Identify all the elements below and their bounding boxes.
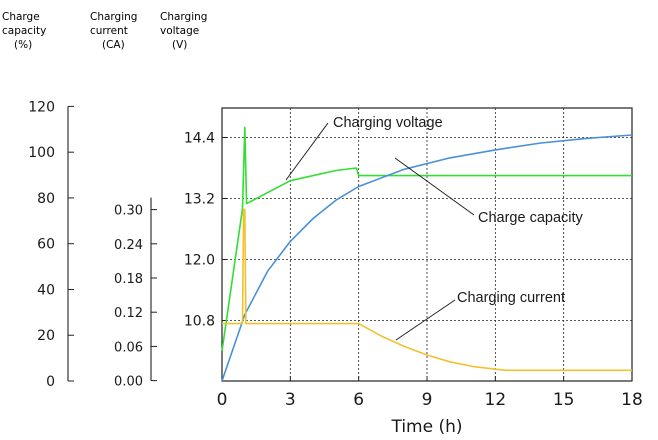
- time-tick-label: 15: [553, 390, 575, 410]
- current-tick-label: 0.06: [114, 340, 143, 355]
- charge-capacity-label: Charge capacity: [478, 210, 584, 226]
- time-tick-label: 12: [485, 390, 507, 410]
- capacity-tick-label: 120: [28, 99, 55, 115]
- voltage-header-line: (V): [172, 39, 187, 51]
- voltage-tick-label: 13.2: [184, 192, 215, 208]
- time-tick-label: 18: [621, 390, 643, 410]
- current-header-line: (CA): [102, 39, 125, 51]
- capacity-tick-label: 20: [37, 328, 55, 344]
- time-tick-label: 9: [422, 390, 433, 410]
- grid-lines: [222, 108, 632, 381]
- capacity-tick-label: 80: [37, 191, 55, 207]
- current-tick-label: 0.12: [114, 306, 143, 321]
- current-axis-header: Charging current (CA): [90, 11, 137, 51]
- capacity-tick-label: 100: [28, 145, 55, 161]
- voltage-axis-header: Charging voltage (V): [160, 11, 207, 51]
- voltage-tick-label: 12.0: [184, 253, 215, 269]
- charging-voltage-leader: [285, 122, 329, 181]
- capacity-header-line: capacity: [2, 25, 46, 37]
- capacity-header-line: (%): [14, 39, 32, 51]
- charging-voltage-label: Charging voltage: [333, 115, 443, 131]
- time-tick-label: 6: [353, 390, 364, 410]
- capacity-axis-header: Charge capacity (%): [2, 11, 46, 51]
- capacity-tick-label: 0: [46, 374, 55, 390]
- capacity-header-line: Charge: [2, 11, 40, 23]
- voltage-header-line: voltage: [160, 25, 199, 37]
- charging-current-leader: [395, 299, 456, 341]
- axes: 1201008060402000.300.240.180.120.060.001…: [28, 99, 643, 437]
- capacity-tick-label: 40: [37, 282, 55, 298]
- voltage-tick-label: 14.4: [184, 131, 215, 147]
- time-tick-label: 3: [285, 390, 296, 410]
- current-header-line: current: [90, 25, 128, 37]
- voltage-header-line: Charging: [160, 11, 207, 23]
- annotations: Charging voltage Charge capacity Charging …: [285, 115, 584, 341]
- charging-current-line: [222, 208, 632, 372]
- capacity-tick-label: 60: [37, 237, 55, 253]
- current-tick-label: 0.00: [114, 375, 143, 390]
- charge-capacity-line: [221, 134, 633, 382]
- voltage-tick-label: 10.8: [184, 314, 215, 330]
- axis-headers: Charge capacity (%)Charging current (CA)Char…: [2, 11, 207, 51]
- current-tick-label: 0.18: [114, 272, 143, 287]
- current-tick-label: 0.30: [114, 204, 143, 219]
- time-axis-label: Time (h): [390, 417, 462, 437]
- series-lines: [221, 126, 633, 382]
- current-tick-label: 0.24: [114, 238, 143, 253]
- charge-capacity-leader: [394, 157, 475, 216]
- current-header-line: Charging: [90, 11, 137, 23]
- charging-voltage-line: [221, 126, 632, 352]
- time-tick-label: 0: [217, 390, 228, 410]
- charging-current-label: Charging current: [457, 290, 565, 306]
